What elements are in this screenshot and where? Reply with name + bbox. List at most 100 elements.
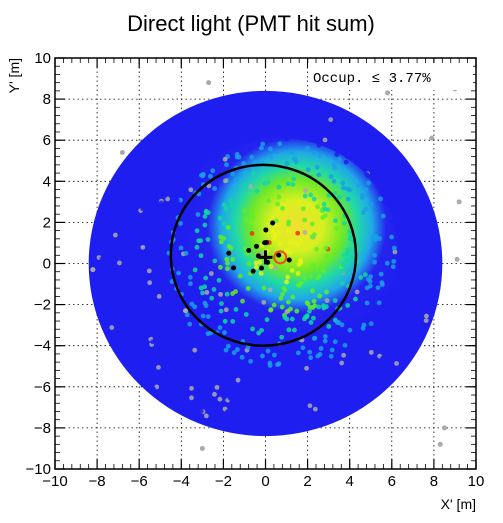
pmt-hit	[358, 146, 364, 152]
pmt-hit	[135, 315, 141, 321]
pmt-hit	[267, 395, 273, 401]
pmt-hit-max	[253, 243, 259, 249]
pmt-hit	[188, 281, 193, 287]
y-tick-label: 4	[43, 173, 51, 190]
ticks	[54, 57, 477, 470]
pmt-hit	[159, 257, 165, 263]
occupancy-annotation: Occup. ≤ 3.77%	[313, 71, 431, 87]
y-tick-label: 10	[34, 50, 51, 67]
pmt-hit	[344, 257, 350, 263]
pmt-hit	[173, 354, 179, 360]
pmt-hit	[267, 287, 273, 293]
pmt-hit	[145, 333, 151, 339]
pmt-hit	[294, 308, 300, 314]
pmt-hit	[165, 196, 170, 202]
pmt-hit	[400, 307, 406, 312]
pmt-hit	[307, 274, 313, 279]
pmt-hit	[134, 310, 140, 316]
pmt-hit	[317, 153, 323, 159]
pmt-hit	[341, 220, 347, 226]
no-hit-pmt	[90, 267, 96, 273]
x-tick-label: 2	[303, 473, 311, 490]
pmt-hit	[272, 265, 278, 271]
pmt-hit	[213, 360, 219, 366]
pmt-hit	[254, 188, 260, 194]
y-tick-label: 6	[43, 132, 51, 149]
pmt-hit	[345, 186, 351, 192]
pmt-hit	[322, 137, 328, 143]
pmt-hit	[405, 218, 411, 224]
pmt-hit	[205, 210, 211, 216]
pmt-hit	[392, 333, 397, 339]
pmt-hit	[112, 232, 118, 238]
pmt-hit	[214, 129, 220, 134]
pmt-hit	[262, 408, 268, 414]
pmt-hit	[406, 321, 412, 327]
pmt-hit	[388, 354, 394, 360]
pmt-hit	[161, 362, 166, 368]
pmt-hit	[217, 325, 223, 331]
pmt-hit	[328, 174, 334, 180]
pmt-hit	[261, 285, 267, 291]
pmt-hit	[326, 323, 332, 329]
pmt-hit	[162, 192, 168, 198]
pmt-hit	[343, 159, 349, 165]
pmt-hit	[146, 268, 152, 274]
pmt-hit	[256, 330, 262, 336]
pmt-hit	[141, 271, 147, 277]
pmt-hit	[200, 379, 206, 384]
pmt-hit	[378, 196, 383, 202]
pmt-hit	[280, 381, 286, 387]
pmt-hit	[245, 285, 251, 291]
pmt-hit	[200, 313, 206, 319]
pmt-hit	[302, 230, 308, 235]
pmt-hit	[224, 266, 230, 272]
pmt-hit	[183, 251, 189, 256]
pmt-hit	[203, 303, 209, 309]
pmt-hit	[382, 338, 388, 343]
pmt-hit	[281, 285, 287, 291]
pmt-hit	[420, 322, 426, 328]
pmt-hit	[176, 270, 182, 276]
occupancy-box	[308, 63, 473, 90]
pmt-hit	[274, 393, 279, 399]
pmt-hit	[111, 189, 117, 195]
pmt-hit	[339, 280, 345, 286]
pmt-hit	[102, 203, 108, 209]
pmt-hit	[123, 202, 129, 207]
pmt-hit	[295, 271, 301, 276]
pmt-hit	[285, 181, 291, 187]
pmt-hit	[404, 287, 410, 293]
pmt-hit	[273, 218, 279, 224]
pmt-hit	[214, 384, 220, 390]
pmt-hit	[386, 296, 392, 301]
pmt-hit	[410, 285, 416, 291]
pmt-hit	[99, 256, 105, 262]
pmt-hit	[360, 325, 366, 331]
pmt-hit	[153, 360, 159, 366]
pmt-hit	[161, 303, 167, 309]
pmt-hit	[377, 379, 383, 385]
pmt-hit	[173, 309, 178, 315]
pmt-hit	[127, 181, 132, 187]
pmt-hit	[258, 271, 264, 276]
pmt-hit	[155, 285, 160, 291]
pmt-hit	[189, 124, 195, 130]
pmt-hit	[302, 398, 308, 404]
pmt-hit	[171, 314, 177, 320]
pmt-hit	[239, 354, 245, 360]
pmt-hit	[190, 174, 195, 180]
pmt-hit	[126, 267, 131, 273]
pmt-hit	[184, 146, 189, 152]
pmt-hit	[333, 218, 338, 224]
pmt-hit	[336, 157, 342, 162]
pmt-hit	[277, 141, 283, 147]
pmt-hit	[182, 137, 187, 143]
pmt-hit	[223, 347, 229, 353]
pmt-hit	[316, 304, 322, 310]
pmt-hit	[205, 237, 211, 242]
pmt-hit	[389, 219, 395, 225]
pmt-hit	[97, 292, 103, 298]
pmt-hit	[171, 181, 177, 186]
pmt-hit	[316, 142, 322, 148]
